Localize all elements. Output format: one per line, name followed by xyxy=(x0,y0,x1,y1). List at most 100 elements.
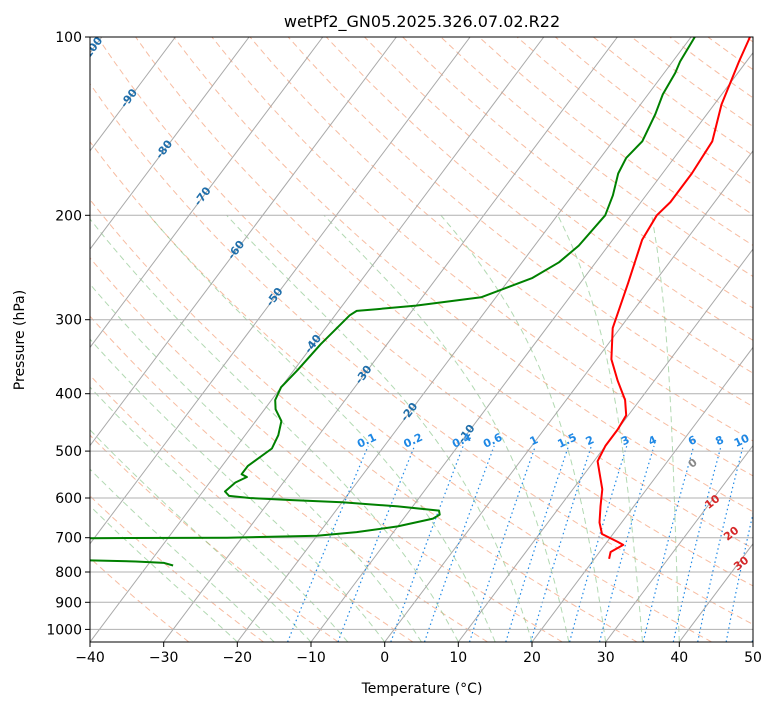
mixing-ratio-label: 10 xyxy=(732,431,752,449)
mixing-ratio-line xyxy=(468,445,536,642)
mixing-ratio-line xyxy=(642,445,695,642)
isotherm-line xyxy=(678,542,753,642)
moist-adiabat-line xyxy=(651,215,680,642)
dry-adiabat-line xyxy=(173,37,753,513)
isotherm-label: -60 xyxy=(225,238,248,262)
x-tick-label: 40 xyxy=(670,650,688,666)
mixing-ratio-label: 13 xyxy=(758,432,775,450)
isotherm-line xyxy=(310,51,753,642)
mixing-ratio-line xyxy=(530,445,592,642)
moist-adiabat-label: 30 xyxy=(731,553,751,573)
mixing-ratio-label: 6 xyxy=(686,433,699,448)
x-tick-label: 20 xyxy=(523,650,541,666)
moist-adiabat-line xyxy=(90,468,275,642)
y-tick-label: 600 xyxy=(55,491,82,507)
dry-adiabat-line xyxy=(90,198,638,642)
dry-adiabat-line xyxy=(745,37,753,43)
mixing-ratio-line xyxy=(697,445,744,642)
x-tick-label: 0 xyxy=(380,650,389,666)
mixing-ratio-line xyxy=(751,634,753,642)
moist-adiabat-label: 0 xyxy=(686,456,700,471)
y-tick-label: 100 xyxy=(55,30,82,46)
y-axis-label: Pressure (hPa) xyxy=(12,290,28,390)
x-tick-label: 50 xyxy=(744,650,762,666)
mixing-ratio-label: 0.1 xyxy=(355,431,378,451)
mixing-ratio-line xyxy=(598,445,655,642)
x-axis-label: Temperature (°C) xyxy=(361,681,483,697)
isotherm-line xyxy=(605,444,753,642)
plot-frame xyxy=(89,36,754,643)
moist-adiabat-line xyxy=(90,283,422,642)
moist-adiabat-line xyxy=(323,214,570,642)
dry-adiabat-line xyxy=(90,83,753,625)
dry-adiabat-line xyxy=(478,37,753,246)
isotherm-line xyxy=(90,37,471,545)
moist-adiabat-line xyxy=(90,429,312,642)
isotherm-label: -100 xyxy=(78,34,105,64)
x-tick-label: 30 xyxy=(597,650,615,666)
moist-adiabat-line xyxy=(226,214,533,642)
x-tick-label: −10 xyxy=(296,650,326,666)
isotherm-line xyxy=(90,37,324,349)
mixing-ratio-label: 4 xyxy=(646,433,659,448)
mixing-ratio-label: 2 xyxy=(584,433,596,448)
mixing-ratio-label: 1.5 xyxy=(556,431,579,451)
dry-adiabat-line xyxy=(707,37,753,71)
mixing-ratio-line xyxy=(672,445,722,642)
dry-adiabat-line xyxy=(90,374,414,642)
dry-adiabat-line xyxy=(440,37,753,278)
isotherm-label: -20 xyxy=(398,400,421,424)
isotherm-line xyxy=(457,248,753,642)
moist-adiabat-line xyxy=(90,386,349,642)
isotherm-line xyxy=(90,37,250,250)
moist-adiabat-line xyxy=(90,505,238,642)
dry-adiabat-line xyxy=(211,37,753,477)
x-tick-label: −30 xyxy=(149,650,179,666)
y-tick-label: 1000 xyxy=(46,622,82,638)
isotherm-line xyxy=(163,37,618,642)
moist-adiabat-line xyxy=(90,338,386,642)
isotherm-line xyxy=(531,346,753,642)
x-tick-label: −20 xyxy=(223,650,253,666)
isotherm-line xyxy=(90,37,176,152)
y-tick-label: 700 xyxy=(55,531,82,547)
isotherm-label: -70 xyxy=(191,184,214,208)
mixing-ratio-line xyxy=(287,445,369,642)
y-tick-label: 400 xyxy=(55,387,82,403)
isotherm-line xyxy=(90,37,545,642)
y-tick-label: 900 xyxy=(55,595,82,611)
chart-title: wetPf2_GN05.2025.326.07.02.R22 xyxy=(284,12,560,32)
dry-adiabat-line xyxy=(90,257,563,642)
isotherm-label: -90 xyxy=(118,86,141,110)
mixing-ratio-label: 0.2 xyxy=(402,431,425,451)
dewpoint-profile-line xyxy=(90,37,696,567)
x-tick-label: −40 xyxy=(75,650,105,666)
isotherm-line xyxy=(90,37,397,447)
mixing-ratio-label: 0.6 xyxy=(481,431,504,451)
isotherm-label: -50 xyxy=(263,285,286,309)
mixing-ratio-line xyxy=(505,445,570,642)
dry-adiabat-line xyxy=(96,37,753,587)
dry-adiabat-line xyxy=(325,37,753,374)
isotherm-label: -40 xyxy=(302,332,325,356)
moist-adiabat-line xyxy=(90,218,459,642)
mixing-ratio-label: 1 xyxy=(528,433,540,448)
y-tick-label: 200 xyxy=(55,208,82,224)
y-tick-label: 500 xyxy=(55,444,82,460)
y-tick-label: 300 xyxy=(55,313,82,329)
dry-adiabat-line xyxy=(90,495,264,642)
isotherm-label: -80 xyxy=(153,137,176,161)
mixing-ratio-label: 8 xyxy=(713,433,725,448)
moist-adiabat-line xyxy=(440,214,607,642)
dry-adiabat-line xyxy=(287,37,753,408)
mixing-ratio-line xyxy=(337,445,416,642)
dry-adiabat-line xyxy=(249,37,753,442)
mixing-ratio-line xyxy=(725,510,753,642)
isotherm-line xyxy=(752,641,753,642)
x-tick-label: 10 xyxy=(449,650,467,666)
dry-adiabat-line xyxy=(90,434,339,642)
mixing-ratio-label: 3 xyxy=(619,433,631,448)
dry-adiabat-line xyxy=(554,37,753,186)
